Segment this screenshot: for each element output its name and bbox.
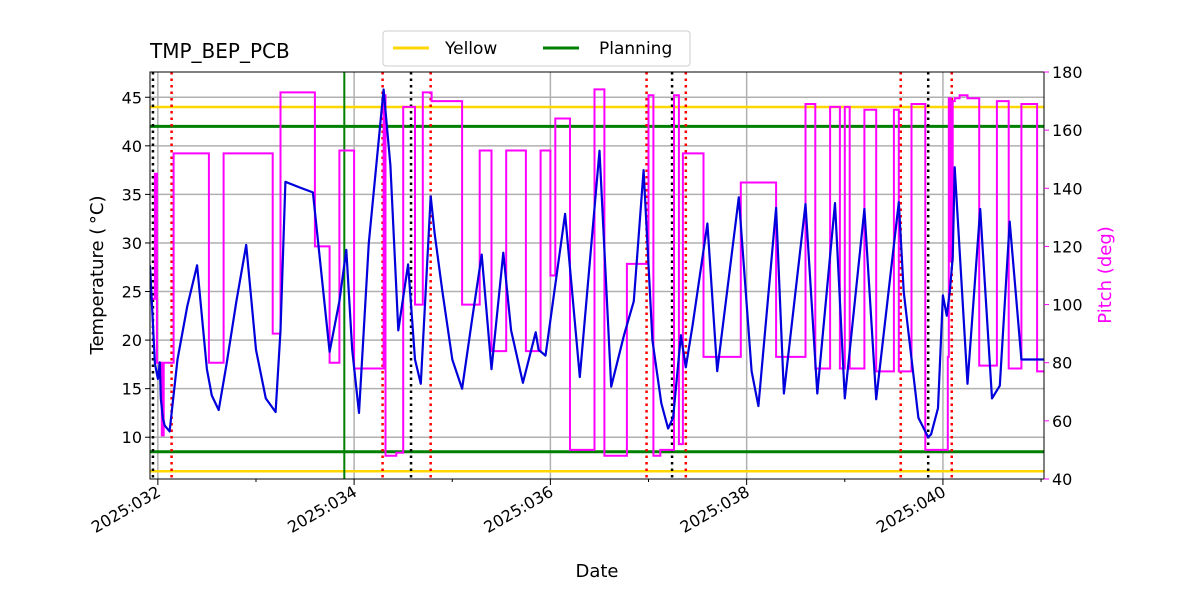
y-axis-label: Temperature ( °C) bbox=[87, 196, 108, 356]
y2-tick-label: 60 bbox=[1052, 412, 1072, 431]
plot-frame bbox=[149, 71, 1045, 480]
y2-tick-label: 120 bbox=[1052, 237, 1083, 256]
y2-tick-label: 160 bbox=[1052, 121, 1083, 140]
temperature-series-line bbox=[150, 88, 1044, 439]
y2-tick-label: 180 bbox=[1052, 63, 1083, 82]
plot-area bbox=[150, 72, 1044, 479]
y2-axis-label: Pitch (deg) bbox=[1095, 226, 1116, 324]
legend: Yellow Planning bbox=[382, 30, 691, 67]
y2-tick-label: 140 bbox=[1052, 179, 1083, 198]
y-tick-label: 30 bbox=[122, 234, 142, 253]
y2-tick-label: 100 bbox=[1052, 296, 1083, 315]
pitch-series-line bbox=[150, 88, 1044, 457]
y-tick-label: 35 bbox=[122, 185, 142, 204]
series-lines bbox=[150, 88, 1044, 457]
y-tick-label: 25 bbox=[122, 283, 142, 302]
y-tick-label: 10 bbox=[122, 428, 142, 447]
y-tick-label: 15 bbox=[122, 380, 142, 399]
chart-title: TMP_BEP_PCB bbox=[149, 39, 290, 63]
x-axis-label: Date bbox=[575, 561, 618, 582]
y-tick-label: 40 bbox=[122, 137, 142, 156]
y2-tick-label: 40 bbox=[1052, 470, 1072, 489]
legend-label-planning: Planning bbox=[599, 39, 672, 59]
y-tick-label: 45 bbox=[122, 88, 142, 107]
y-tick-label: 20 bbox=[122, 331, 142, 350]
legend-box bbox=[382, 30, 691, 67]
legend-label-yellow: Yellow bbox=[444, 39, 497, 59]
limit-lines bbox=[150, 105, 1044, 473]
y2-tick-label: 80 bbox=[1052, 354, 1072, 373]
